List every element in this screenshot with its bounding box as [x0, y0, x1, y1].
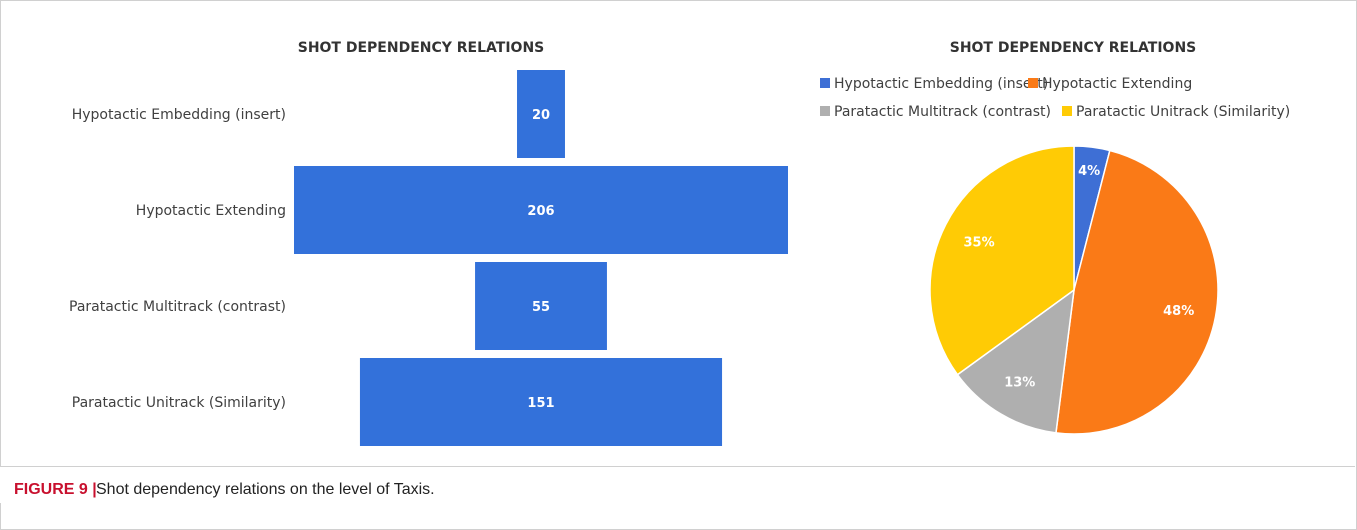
- bar: [359, 358, 723, 446]
- bar-chart: SHOT DEPENDENCY RELATIONS 20 Hypotactic E…: [69, 40, 788, 446]
- slice-percent-label: 48%: [1163, 304, 1194, 319]
- bar: [475, 262, 607, 350]
- bar: [517, 70, 565, 158]
- category-label: Hypotactic Embedding (insert): [72, 107, 286, 123]
- bar: [294, 166, 788, 254]
- bar-chart-panel: SHOT DEPENDENCY RELATIONS 20 Hypotactic E…: [4, 20, 809, 460]
- legend-swatch: [820, 106, 830, 116]
- category-label: Paratactic Unitrack (Similarity): [72, 395, 286, 411]
- bar-value-label: 206: [527, 204, 554, 219]
- pie-chart-title: SHOT DEPENDENCY RELATIONS: [950, 40, 1197, 56]
- slice-percent-label: 4%: [1078, 164, 1100, 179]
- slice-percent-label: 13%: [1004, 376, 1035, 391]
- bar-chart-title: SHOT DEPENDENCY RELATIONS: [298, 40, 545, 56]
- category-label: Paratactic Multitrack (contrast): [69, 299, 286, 315]
- legend-swatch: [820, 78, 830, 88]
- bar-value-label: 151: [527, 396, 554, 411]
- legend-label: Hypotactic Extending: [1042, 76, 1192, 92]
- caption-label: FIGURE 9 |: [14, 481, 97, 498]
- legend-swatch: [1028, 78, 1038, 88]
- slice-percent-label: 35%: [963, 236, 994, 251]
- category-label: Hypotactic Extending: [136, 203, 286, 219]
- legend-label: Paratactic Multitrack (contrast): [834, 104, 1051, 120]
- caption-text: Shot dependency relations on the level o…: [96, 481, 435, 498]
- legend-swatch: [1062, 106, 1072, 116]
- bar-value-label: 55: [532, 300, 550, 315]
- legend-label: Paratactic Unitrack (Similarity): [1076, 104, 1290, 120]
- figure-caption: FIGURE 9 | Shot dependency relations on …: [0, 466, 1355, 503]
- pie-chart: SHOT DEPENDENCY RELATIONS Hypotactic Emb…: [820, 40, 1290, 435]
- legend-label: Hypotactic Embedding (insert): [834, 76, 1048, 92]
- pie-slice: [956, 288, 1075, 434]
- pie-chart-panel: SHOT DEPENDENCY RELATIONS Hypotactic Emb…: [812, 20, 1352, 460]
- pie-slice: [929, 145, 1075, 376]
- bar-value-label: 20: [532, 108, 550, 123]
- pie-slice: [1055, 149, 1219, 435]
